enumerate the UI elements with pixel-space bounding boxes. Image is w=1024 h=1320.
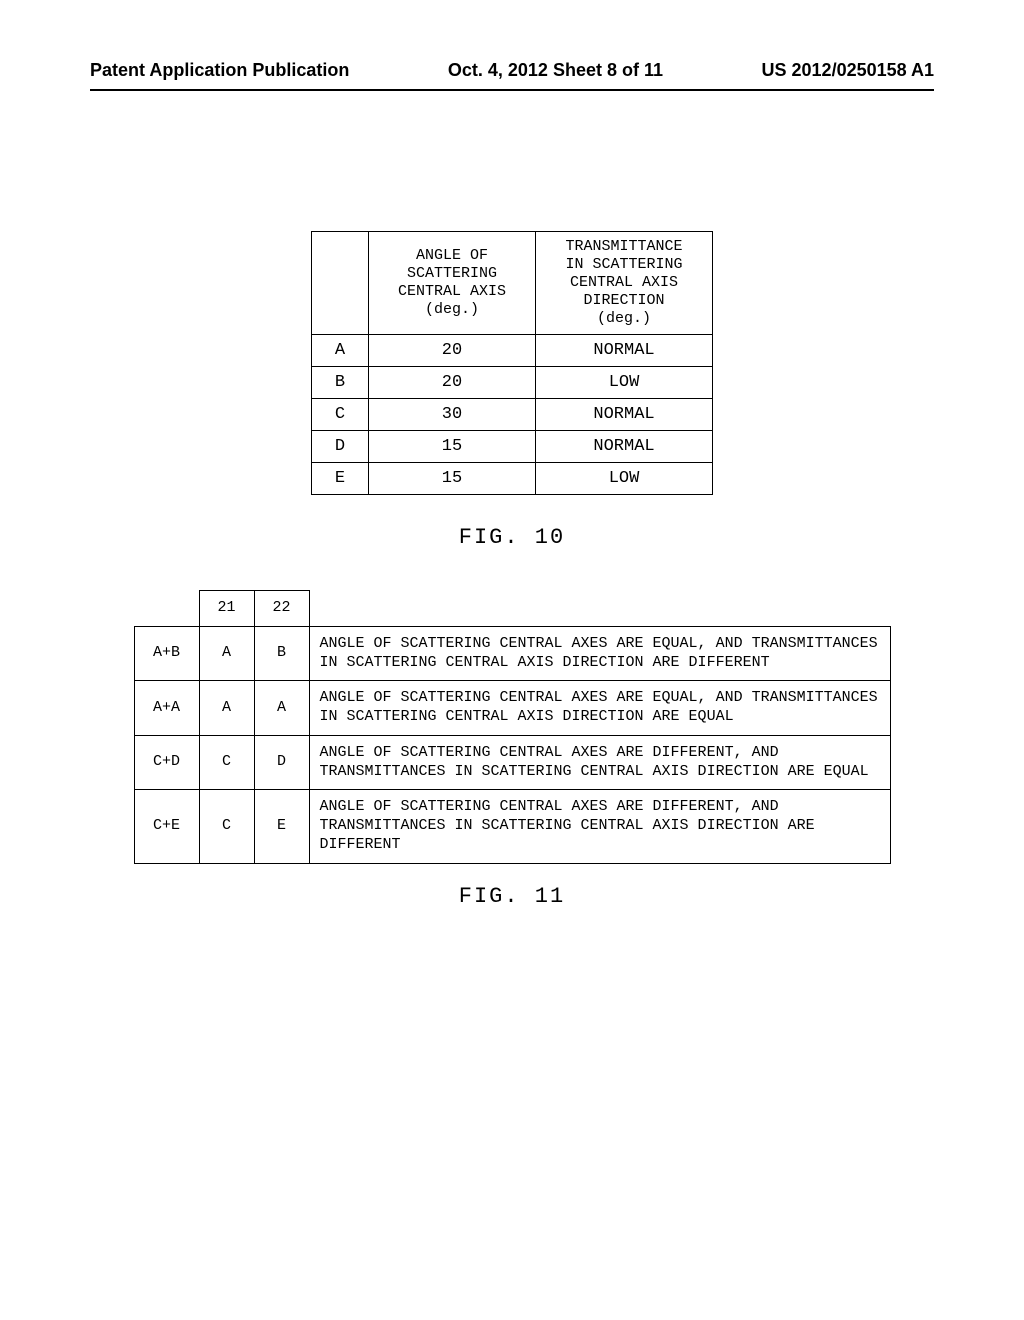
- table-1-cell-angle: 15: [369, 463, 536, 495]
- header-right: US 2012/0250158 A1: [762, 60, 934, 81]
- table-2-row: A+B A B ANGLE OF SCATTERING CENTRAL AXES…: [134, 626, 890, 681]
- table-2-c21: A: [199, 681, 254, 736]
- table-1-cell-trans: LOW: [536, 463, 713, 495]
- table-2-row: C+E C E ANGLE OF SCATTERING CENTRAL AXES…: [134, 790, 890, 863]
- table-1-header-row: ANGLE OF SCATTERING CENTRAL AXIS (deg.) …: [312, 232, 713, 335]
- table-2-head-22: 22: [254, 591, 309, 627]
- table-1-row: B 20 LOW: [312, 367, 713, 399]
- table-1-cell-angle: 20: [369, 367, 536, 399]
- table-2-row-label: C+D: [134, 735, 199, 790]
- fig-10-caption: FIG. 10: [90, 525, 934, 550]
- table-1-row: E 15 LOW: [312, 463, 713, 495]
- table-2-desc: ANGLE OF SCATTERING CENTRAL AXES ARE EQU…: [309, 626, 890, 681]
- table-2-row-label: C+E: [134, 790, 199, 863]
- table-1-cell-trans: NORMAL: [536, 431, 713, 463]
- table-1-cell-trans: NORMAL: [536, 335, 713, 367]
- table-1-row-label: C: [312, 399, 369, 431]
- table-1-cell-trans: LOW: [536, 367, 713, 399]
- table-2-row: A+A A A ANGLE OF SCATTERING CENTRAL AXES…: [134, 681, 890, 736]
- table-1-row-label: E: [312, 463, 369, 495]
- table-2: 21 22 A+B A B ANGLE OF SCATTERING CENTRA…: [134, 590, 891, 864]
- table-1-col-trans: TRANSMITTANCE IN SCATTERING CENTRAL AXIS…: [536, 232, 713, 335]
- table-2-desc: ANGLE OF SCATTERING CENTRAL AXES ARE DIF…: [309, 735, 890, 790]
- table-1-cell-trans: NORMAL: [536, 399, 713, 431]
- table-1-row-label: B: [312, 367, 369, 399]
- table-2-desc: ANGLE OF SCATTERING CENTRAL AXES ARE EQU…: [309, 681, 890, 736]
- table-1-row: D 15 NORMAL: [312, 431, 713, 463]
- table-2-blank: [134, 591, 199, 627]
- header-center: Oct. 4, 2012 Sheet 8 of 11: [448, 60, 663, 81]
- table-2-c21: C: [199, 735, 254, 790]
- header-rule: [90, 89, 934, 91]
- table-1-row: A 20 NORMAL: [312, 335, 713, 367]
- table-1-row: C 30 NORMAL: [312, 399, 713, 431]
- table-2-row-label: A+A: [134, 681, 199, 736]
- table-2-row: C+D C D ANGLE OF SCATTERING CENTRAL AXES…: [134, 735, 890, 790]
- table-2-c21: A: [199, 626, 254, 681]
- table-1-col-blank: [312, 232, 369, 335]
- table-2-c22: D: [254, 735, 309, 790]
- table-2-c21: C: [199, 790, 254, 863]
- table-2-c22: E: [254, 790, 309, 863]
- table-1-row-label: A: [312, 335, 369, 367]
- table-2-row-label: A+B: [134, 626, 199, 681]
- table-2-c22: A: [254, 681, 309, 736]
- table-1-col-angle: ANGLE OF SCATTERING CENTRAL AXIS (deg.): [369, 232, 536, 335]
- table-1-cell-angle: 15: [369, 431, 536, 463]
- table-1-wrap: ANGLE OF SCATTERING CENTRAL AXIS (deg.) …: [90, 231, 934, 495]
- table-1: ANGLE OF SCATTERING CENTRAL AXIS (deg.) …: [311, 231, 713, 495]
- table-2-c22: B: [254, 626, 309, 681]
- table-2-head-21: 21: [199, 591, 254, 627]
- table-1-cell-angle: 30: [369, 399, 536, 431]
- fig-11-caption: FIG. 11: [90, 884, 934, 909]
- table-2-blank-desc: [309, 591, 890, 627]
- table-2-header-row: 21 22: [134, 591, 890, 627]
- page-header: Patent Application Publication Oct. 4, 2…: [90, 60, 934, 81]
- table-2-wrap: 21 22 A+B A B ANGLE OF SCATTERING CENTRA…: [90, 590, 934, 864]
- header-left: Patent Application Publication: [90, 60, 349, 81]
- table-2-desc: ANGLE OF SCATTERING CENTRAL AXES ARE DIF…: [309, 790, 890, 863]
- patent-page: Patent Application Publication Oct. 4, 2…: [0, 0, 1024, 1320]
- table-1-cell-angle: 20: [369, 335, 536, 367]
- table-1-row-label: D: [312, 431, 369, 463]
